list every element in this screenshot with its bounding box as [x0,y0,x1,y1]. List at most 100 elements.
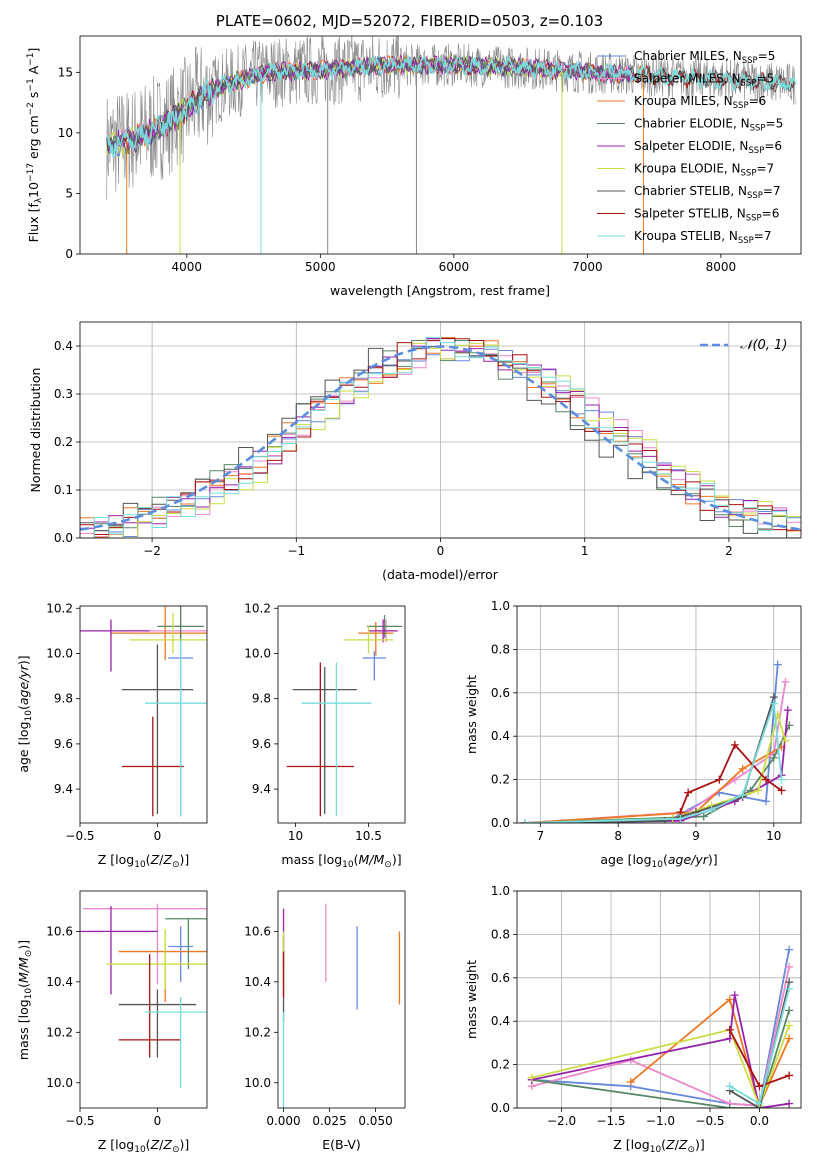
mass-weight-marker [725,1082,734,1091]
x-tick-label: −0.5 [65,829,94,843]
y-tick-label: 10.6 [244,924,271,938]
legend-text: Salpeter MILES, N [634,72,741,86]
y-tick-label: 0 [65,247,73,261]
label-part: Z [log [98,1137,134,1152]
y-tick-label: 10.2 [244,601,271,615]
label-part: ⊙ [24,950,34,958]
plot-area [80,606,207,817]
y-axis-label: Flux [fλ10−17 erg cm−2 s−1 A−1] [26,48,44,243]
x-tick-label: 7 [537,829,545,843]
mass-weight-line [531,1010,790,1108]
x-tick-label: 1 [581,544,589,558]
y-tick-label: 10.2 [244,1025,271,1039]
axes-frame [516,605,802,824]
y-axis-label: mass [log10(M/M⊙)] [16,940,34,1060]
mass-weight-marker [783,706,792,715]
mass-weight-marker [785,1071,794,1080]
legend-label: Chabrier MILES, NSSP=5 [634,49,775,66]
label-part: −17 [26,163,36,182]
mass-weight-marker [781,677,790,686]
x-tick-label: 2 [725,544,733,558]
mass-weight-marker [761,775,770,784]
plot-area [520,660,794,823]
legend-label: Salpeter STELIB, NSSP=6 [634,207,779,224]
x-tick-label: 8 [614,829,622,843]
x-tick-label: −0.5 [65,1114,94,1128]
panel-spectrum: 4000 5000 6000 7000 8000 0 5 10 15 wavelength [An… [26,35,802,298]
panel-mass-weight-vs-Z: −2.0 −1.5 −1.0 −0.5 0.0 0.0 0.2 0.4 0.6 0.8 1.0 Z [… [464,884,802,1155]
label-part: mass [log [281,852,342,867]
axes-frame [277,890,406,1109]
label-part: Z [678,1137,688,1152]
label-part: M/M [16,957,31,983]
mass-weight-marker [785,1099,794,1108]
mass-weight-marker [785,1021,794,1030]
y-tick-label: 0.2 [54,435,73,449]
legend-label: Kroupa MILES, NSSP=6 [634,94,766,111]
panel-mass-vs-EBV: 0.000 0.025 0.050 10.0 10.2 10.4 10.6 E(B-V) [244,890,406,1152]
x-tick-label: 0 [154,829,162,843]
model-spectrum-line [106,54,797,158]
label-part: )] [179,1137,189,1152]
mass-weight-line [524,681,787,823]
legend-subscript: SSP [747,191,763,201]
label-part: Flux [f [26,203,41,243]
label-part: 10 [134,1145,146,1155]
y-tick-label: 10.0 [46,1076,73,1090]
label-part: ⊙ [384,860,392,870]
legend-subscript: SSP [741,169,757,179]
y-axis-label: mass weight [464,960,479,1039]
mass-weight-line [531,1025,790,1108]
y-tick-label: 10.4 [46,975,73,989]
label-part: 10 [342,860,354,870]
mass-weight-marker [676,814,685,823]
label-part: −1 [26,53,36,66]
y-tick-label: 0.6 [491,971,510,985]
mass-weight-line [524,746,782,823]
mass-weight-line [679,743,783,813]
legend-subscript: SSP [741,79,757,89]
y-tick-label: 10.2 [46,1025,73,1039]
y-tick-label: 9.6 [252,737,271,751]
x-tick-label: 0.050 [358,1114,392,1128]
legend-text: =6 [749,94,767,108]
legend-text: =5 [758,49,776,63]
mass-weight-marker [707,805,716,814]
label-part: 10 [24,710,34,722]
y-tick-label: 0.4 [491,729,510,743]
label-part: Z [162,1137,172,1152]
label-part: 10 [24,988,34,1000]
label-part: 10 [650,1145,662,1155]
y-tick-label: 0.1 [54,483,73,497]
mass-weight-marker [660,816,669,823]
y-tick-label: 0.4 [54,339,73,353]
legend-text: Chabrier STELIB, N [634,184,747,198]
y-tick-label: 9.4 [54,782,73,796]
model-spectrum-line [106,55,797,153]
plot-area [80,903,207,1088]
mass-weight-marker [755,1082,764,1091]
axes-frame [79,35,802,255]
x-tick-label: −2 [143,544,161,558]
label-part: ] [26,48,41,53]
mass-weight-marker [785,1034,794,1043]
mass-weight-marker [738,764,747,773]
x-tick-label: −0.5 [695,1114,724,1128]
legend-subscript: SSP [750,124,766,134]
mass-weight-marker [738,790,747,799]
x-tick-label: −1 [287,544,305,558]
axes-frame [277,605,406,824]
label-part: Z [665,1137,675,1152]
x-axis-label: (data-model)/error [382,567,499,582]
mass-weight-marker [730,991,739,1000]
legend-text: Salpeter STELIB, N [634,207,746,221]
y-tick-label: 0.0 [491,816,510,830]
histogram-series [80,342,801,538]
y-tick-label: 9.4 [252,782,271,796]
legend-text: Kroupa ELODIE, N [634,162,741,176]
legend-text: Salpeter ELODIE, N [634,139,748,153]
y-tick-label: 9.8 [252,692,271,706]
legend-subscript: SSP [738,236,754,246]
